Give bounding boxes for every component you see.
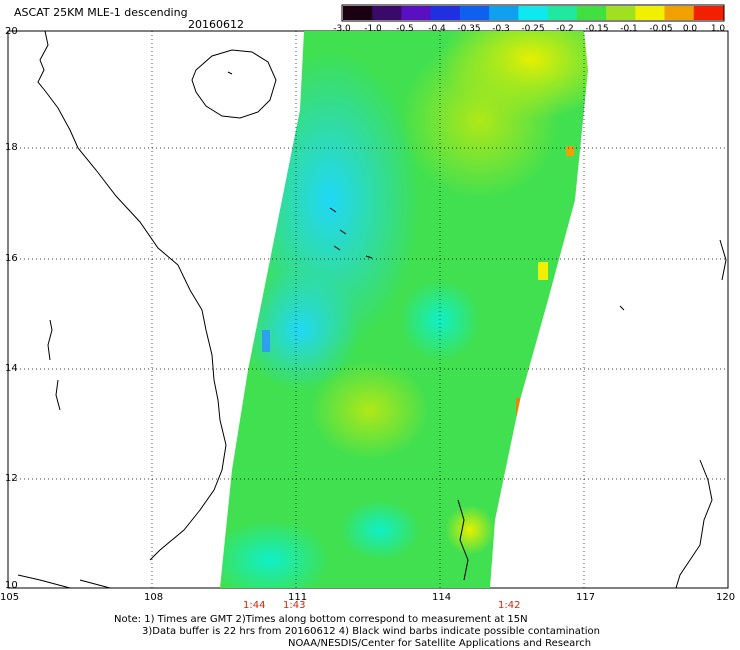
colorbar-swatch bbox=[547, 6, 578, 20]
coastlines bbox=[17, 30, 727, 589]
colorbar-swatch bbox=[372, 6, 402, 20]
graticule bbox=[8, 31, 728, 588]
time-label: 1:42 bbox=[498, 600, 521, 611]
colorbar-label: -0.3 bbox=[492, 24, 510, 34]
map-title: ASCAT 25KM MLE-1 descending bbox=[14, 6, 188, 19]
colorbar-label: -0.1 bbox=[620, 24, 638, 34]
lat-label: 16 bbox=[5, 253, 18, 264]
colorbar-swatch bbox=[693, 6, 724, 20]
colorbar-swatch bbox=[576, 6, 607, 20]
colorbar bbox=[341, 4, 725, 22]
map-date: 20160612 bbox=[188, 18, 244, 31]
lon-label: 117 bbox=[576, 592, 596, 603]
colorbar-label: -0.5 bbox=[396, 24, 414, 34]
colorbar-label: -0.35 bbox=[457, 24, 481, 34]
time-label: 1:43 bbox=[283, 600, 306, 611]
colorbar-swatch bbox=[635, 6, 666, 20]
colorbar-label: -0.2 bbox=[556, 24, 574, 34]
colorbar-label: -0.05 bbox=[649, 24, 673, 34]
colorbar-swatch bbox=[518, 6, 549, 20]
note-line-2: 3)Data buffer is 22 hrs from 20160612 4)… bbox=[142, 626, 600, 637]
note-line-1: Note: 1) Times are GMT 2)Times along bot… bbox=[114, 614, 528, 625]
colorbar-swatch bbox=[430, 6, 461, 20]
lon-label: 105 bbox=[0, 592, 20, 603]
colorbar-swatch bbox=[401, 6, 432, 20]
lat-label: 20 bbox=[5, 26, 18, 37]
colorbar-label: -0.25 bbox=[521, 24, 545, 34]
lon-label: 120 bbox=[716, 592, 736, 603]
colorbar-swatch bbox=[343, 6, 373, 20]
colorbar-label: -3.0 bbox=[333, 24, 351, 34]
time-label: 1:44 bbox=[243, 600, 266, 611]
lon-label: 108 bbox=[144, 592, 164, 603]
lon-label: 114 bbox=[432, 592, 452, 603]
colorbar-label: -0.15 bbox=[585, 24, 609, 34]
colorbar-swatch bbox=[664, 6, 695, 20]
lat-label: 14 bbox=[5, 363, 18, 374]
colorbar-swatch bbox=[459, 6, 490, 20]
note-line-3: NOAA/NESDIS/Center for Satellite Applica… bbox=[288, 638, 592, 649]
lat-label: 10 bbox=[5, 580, 18, 591]
colorbar-swatch bbox=[606, 6, 636, 20]
colorbar-label: -1.0 bbox=[364, 24, 382, 34]
colorbar-label: -0.4 bbox=[428, 24, 446, 34]
lat-label: 18 bbox=[5, 142, 18, 153]
colorbar-label: 1.0 bbox=[710, 24, 726, 34]
lon-label: 111 bbox=[288, 592, 308, 603]
lat-label: 12 bbox=[5, 473, 18, 484]
colorbar-swatch bbox=[489, 6, 519, 20]
colorbar-label: 0.0 bbox=[682, 24, 698, 34]
